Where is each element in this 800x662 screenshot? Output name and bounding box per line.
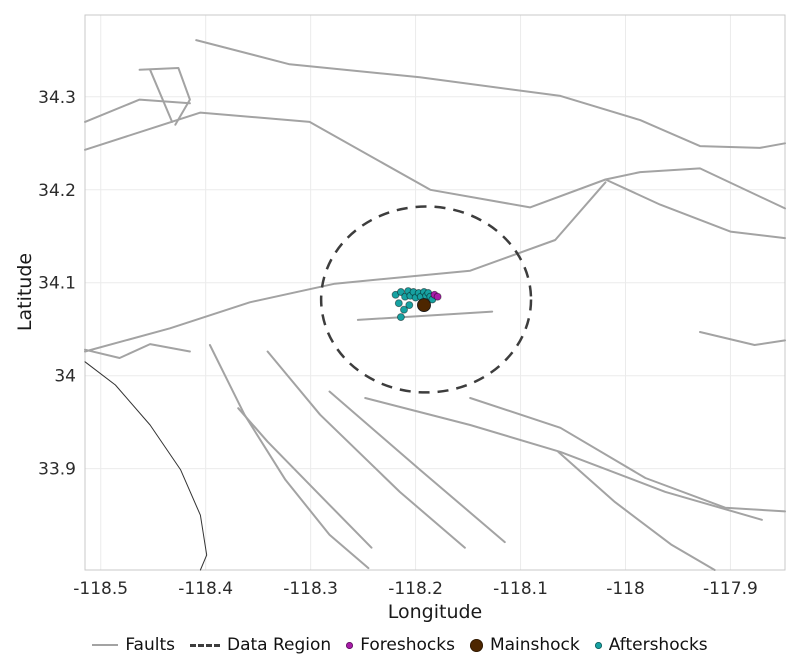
legend-item-foreshocks: Foreshocks [346, 635, 455, 655]
faults-line [356, 310, 494, 321]
faults-line [149, 68, 174, 123]
legend: Faults Data Region Foreshocks Mainshock … [0, 630, 800, 660]
foreshocks-point [433, 292, 442, 301]
x-tick-label: -118.1 [493, 579, 548, 599]
faults-line [364, 397, 763, 521]
y-tick-label: 34.2 [38, 181, 76, 201]
mainshock-point [417, 298, 431, 313]
faults-line [237, 407, 373, 549]
faults-line [557, 450, 716, 571]
x-tick-label: -118.2 [388, 579, 443, 599]
faults-line [208, 344, 370, 570]
faults-line [84, 98, 191, 123]
data-region-circle [319, 205, 533, 394]
data-region-dash-swatch [190, 643, 220, 647]
aftershocks-point [400, 305, 408, 314]
y-tick-label: 34.3 [38, 88, 76, 108]
y-tick-label: 33.9 [38, 460, 76, 480]
legend-label-foreshocks: Foreshocks [360, 635, 455, 655]
legend-item-aftershocks: Aftershocks [594, 635, 708, 655]
x-tick-label: -118.4 [178, 579, 233, 599]
legend-item-faults: Faults [92, 635, 175, 655]
faults-line [195, 39, 786, 149]
mainshock-dot-swatch [469, 638, 483, 652]
faults-line-swatch [92, 644, 119, 646]
x-axis-title: Longitude [387, 601, 483, 623]
y-tick-label: 34.1 [38, 274, 76, 294]
faults-line [84, 181, 607, 353]
y-tick-label: 34 [54, 367, 76, 387]
faults-line [699, 331, 786, 346]
legend-label-faults: Faults [125, 635, 175, 655]
faults-line [138, 67, 191, 126]
aftershocks-dot-swatch [594, 641, 602, 649]
faults-line [469, 397, 786, 513]
legend-label-mainshock: Mainshock [489, 635, 580, 655]
faults-line [604, 178, 786, 240]
aftershocks-point [405, 301, 414, 310]
faults-line [84, 111, 786, 210]
x-tick-label: -117.9 [703, 579, 758, 599]
faults-line [84, 343, 191, 359]
x-tick-label: -118 [606, 579, 645, 599]
faults-thin-line [84, 361, 208, 571]
y-axis-title: Latitude [14, 252, 36, 332]
faults-line [266, 350, 466, 549]
legend-label-data-region: Data Region [227, 635, 332, 655]
aftershocks-point [396, 288, 405, 296]
legend-label-aftershocks: Aftershocks [608, 635, 708, 655]
aftershocks-point [394, 299, 403, 308]
plot-frame [84, 14, 786, 571]
faults-line [328, 390, 506, 544]
legend-item-mainshock: Mainshock [469, 635, 580, 655]
aftershocks-point [396, 313, 405, 322]
legend-item-data-region: Data Region [190, 635, 331, 655]
x-tick-label: -118.5 [73, 579, 128, 599]
x-tick-label: -118.3 [283, 579, 338, 599]
foreshocks-dot-swatch [346, 641, 354, 649]
